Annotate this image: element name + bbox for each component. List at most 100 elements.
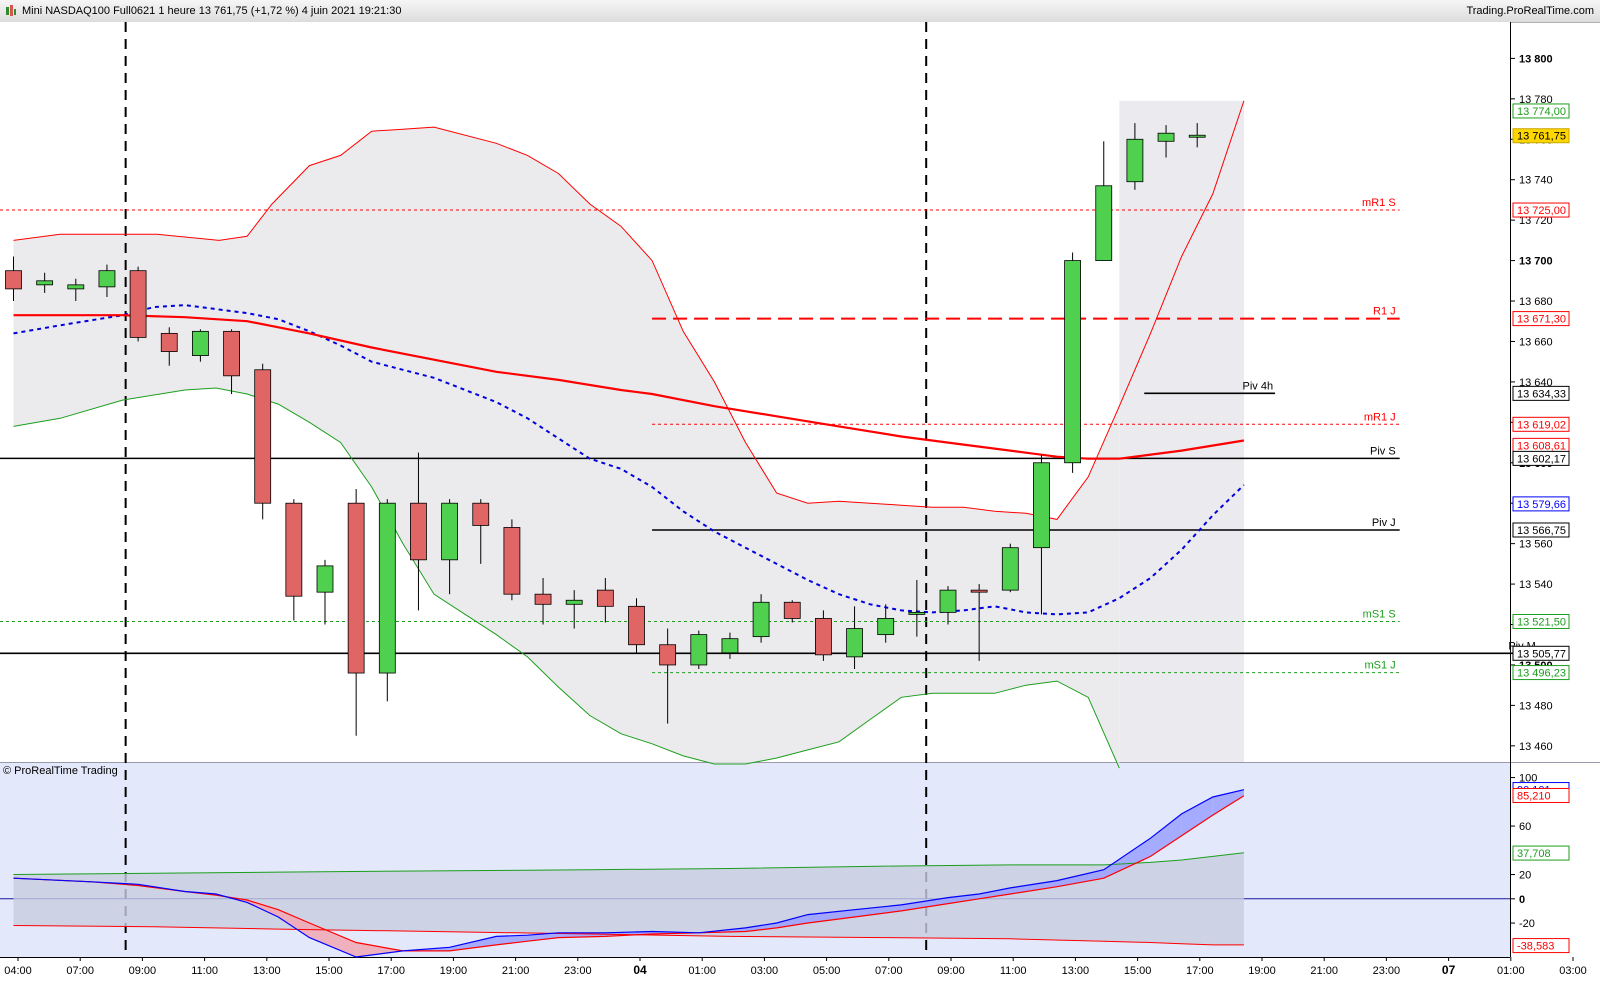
candle-body bbox=[410, 502, 427, 561]
copyright-label: © ProRealTime Trading bbox=[3, 765, 118, 777]
price-value-label: 13 602,17 bbox=[1517, 453, 1566, 465]
price-value-label: 13 761,75 bbox=[1517, 131, 1566, 143]
price-value-label: 13 505,77 bbox=[1517, 648, 1566, 660]
price-value-label: 13 671,30 bbox=[1517, 314, 1566, 326]
candle-body bbox=[254, 369, 272, 504]
time-axis-label: 15:00 bbox=[315, 965, 343, 977]
macd-histogram-fill bbox=[1150, 813, 1182, 857]
time-axis-label: 11:00 bbox=[1000, 965, 1027, 977]
candle-body bbox=[1126, 138, 1144, 183]
candle-body bbox=[783, 601, 801, 619]
macd-histogram-fill bbox=[776, 914, 808, 928]
macd-signal-line bbox=[13, 795, 1245, 952]
macd-axis-label: 0 bbox=[1519, 894, 1525, 906]
time-axis-label: 03:00 bbox=[1559, 965, 1587, 977]
time-axis-label: 05:00 bbox=[813, 965, 841, 977]
macd-axis-label: 20 bbox=[1519, 870, 1531, 882]
price-value-label: 13 566,75 bbox=[1517, 525, 1566, 537]
price-axis-label: 13 480 bbox=[1519, 700, 1553, 712]
candle-body bbox=[98, 270, 116, 288]
price-value-label: 13 521,50 bbox=[1517, 616, 1566, 628]
price-value-label: 13 634,33 bbox=[1517, 388, 1566, 400]
bollinger-band-fill-tail bbox=[1119, 100, 1244, 762]
bollinger-middle-line bbox=[13, 304, 1245, 616]
candle-body bbox=[160, 332, 178, 352]
price-value-label: 13 579,66 bbox=[1517, 499, 1566, 511]
candle-body bbox=[1001, 547, 1019, 591]
pivot-level-label: R1 J bbox=[1373, 306, 1396, 318]
macd-histogram-fill bbox=[356, 942, 403, 957]
time-axis-label: 03:00 bbox=[751, 965, 779, 977]
chart-title: Mini NASDAQ100 Full0621 1 heure 13 761,7… bbox=[22, 5, 402, 17]
price-axis-label: 13 660 bbox=[1519, 336, 1553, 348]
macd-value-label: 85,210 bbox=[1517, 790, 1551, 802]
price-axis-label: 13 540 bbox=[1519, 579, 1553, 591]
pivot-level-label: mR1 S bbox=[1362, 197, 1396, 209]
macd-histogram-fill bbox=[1212, 789, 1244, 816]
macd-histogram-fill bbox=[901, 897, 948, 911]
macd-histogram-fill bbox=[745, 923, 777, 932]
macd-axis-label: 60 bbox=[1519, 821, 1531, 833]
macd-histogram-fill bbox=[807, 909, 855, 924]
time-axis-label: 23:00 bbox=[564, 965, 592, 977]
candle-body bbox=[596, 589, 614, 607]
macd-value-box bbox=[1512, 938, 1570, 954]
price-value-box bbox=[1512, 416, 1570, 432]
candle-body bbox=[1033, 462, 1050, 549]
price-value-label: 13 725,00 bbox=[1517, 205, 1566, 217]
candle-body bbox=[5, 270, 22, 290]
time-axis-label: 23:00 bbox=[1373, 965, 1401, 977]
macd-value-box bbox=[1512, 787, 1570, 803]
macd-histogram-fill bbox=[449, 936, 497, 951]
macd-bollinger-fill bbox=[13, 852, 1244, 945]
candle-body bbox=[752, 601, 770, 638]
candle-body bbox=[970, 589, 988, 593]
candle-body bbox=[347, 502, 365, 674]
macd-histogram-fill bbox=[496, 935, 528, 945]
macd-histogram-fill bbox=[1010, 880, 1058, 894]
price-value-box bbox=[1512, 450, 1570, 466]
candles-group bbox=[5, 123, 1206, 736]
price-value-box bbox=[1512, 645, 1570, 661]
candle-body bbox=[503, 527, 521, 595]
price-value-box bbox=[1512, 103, 1570, 119]
macd-histogram-fill bbox=[309, 923, 357, 957]
macd-axis-label: 100 bbox=[1519, 773, 1537, 785]
time-axis-label: 17:00 bbox=[377, 965, 405, 977]
time-axis-label: 15:00 bbox=[1124, 965, 1152, 977]
price-value-label: 13 774,00 bbox=[1517, 106, 1566, 118]
time-axis-label: 19:00 bbox=[1248, 965, 1276, 977]
price-axis-label: 13 560 bbox=[1519, 539, 1553, 551]
time-axis-label: 17:00 bbox=[1186, 965, 1214, 977]
price-axis-label: 13 740 bbox=[1519, 175, 1553, 187]
macd-histogram-fill bbox=[1103, 838, 1151, 879]
time-axis-label: 09:00 bbox=[937, 965, 965, 977]
time-axis-label: 21:00 bbox=[1310, 965, 1338, 977]
price-value-label: 13 496,23 bbox=[1517, 668, 1566, 680]
candle-body bbox=[659, 644, 677, 666]
time-axis-label: 04:00 bbox=[4, 965, 32, 977]
price-axis-label: 13 720 bbox=[1519, 215, 1553, 227]
candle-body bbox=[191, 330, 209, 357]
time-axis-label: 07:00 bbox=[66, 965, 94, 977]
candle-body bbox=[628, 605, 645, 646]
pivot-level-label: Piv J bbox=[1372, 517, 1396, 529]
time-axis-label: 11:00 bbox=[191, 965, 218, 977]
time-axis-label: 07:00 bbox=[875, 965, 903, 977]
price-value-label: 13 608,61 bbox=[1517, 440, 1566, 452]
time-axis-label: 19:00 bbox=[440, 965, 468, 977]
time-axis-label: 01:00 bbox=[1497, 965, 1525, 977]
candle-body bbox=[1157, 132, 1175, 142]
macd-axis-label: -20 bbox=[1519, 918, 1535, 930]
title-bar: Mini NASDAQ100 Full0621 1 heure 13 761,7… bbox=[0, 0, 1600, 23]
macd-bollinger-lower bbox=[13, 925, 1244, 946]
pivot-level-label: Piv S bbox=[1370, 445, 1396, 457]
price-value-box bbox=[1512, 522, 1570, 538]
price-value-box bbox=[1512, 496, 1570, 512]
candle-body bbox=[877, 618, 895, 636]
candle-body bbox=[223, 330, 240, 377]
bollinger-band-fill bbox=[13, 127, 1120, 769]
price-value-box bbox=[1512, 385, 1570, 401]
candle-body bbox=[690, 634, 708, 666]
